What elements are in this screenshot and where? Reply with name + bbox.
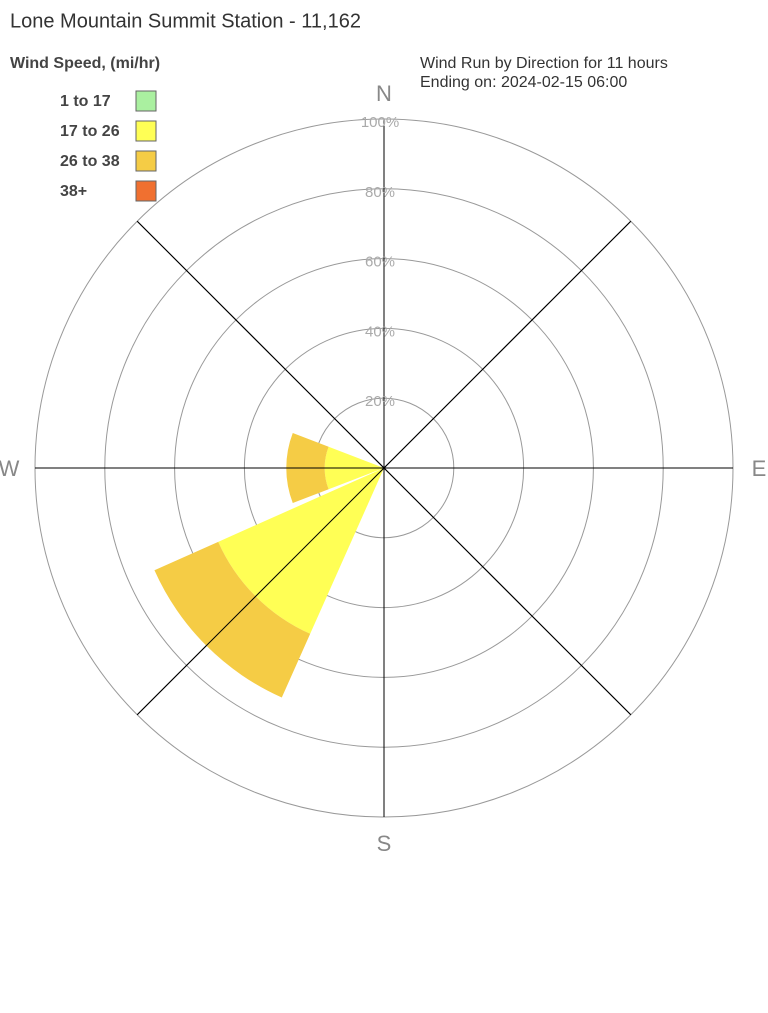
ring-label: 40% — [365, 323, 395, 340]
ring-label: 100% — [361, 114, 399, 131]
direction-label: E — [752, 456, 767, 481]
spoke — [136, 467, 385, 716]
legend-label: 17 to 26 — [60, 123, 120, 140]
ring-label: 60% — [365, 254, 395, 271]
direction-label: N — [376, 81, 392, 106]
legend-swatch — [135, 180, 157, 202]
legend-swatch — [135, 120, 157, 142]
subtitle: Ending on: 2024-02-15 06:00 — [420, 74, 627, 91]
ring-label: 20% — [365, 393, 395, 410]
legend-label: 26 to 38 — [60, 153, 120, 170]
subtitle: Wind Run by Direction for 11 hours — [420, 55, 668, 72]
spoke — [136, 220, 385, 469]
legend-label: 38+ — [60, 183, 87, 200]
legend-swatch — [135, 90, 157, 112]
direction-label: W — [0, 456, 20, 481]
legend-title: Wind Speed, (mi/hr) — [10, 55, 160, 72]
legend-label: 1 to 17 — [60, 93, 111, 110]
spoke — [383, 467, 632, 716]
chart-title: Lone Mountain Summit Station - 11,162 — [10, 10, 361, 32]
direction-label: S — [377, 831, 392, 856]
spoke — [383, 220, 632, 469]
ring-label: 80% — [365, 184, 395, 201]
legend-swatch — [135, 150, 157, 172]
